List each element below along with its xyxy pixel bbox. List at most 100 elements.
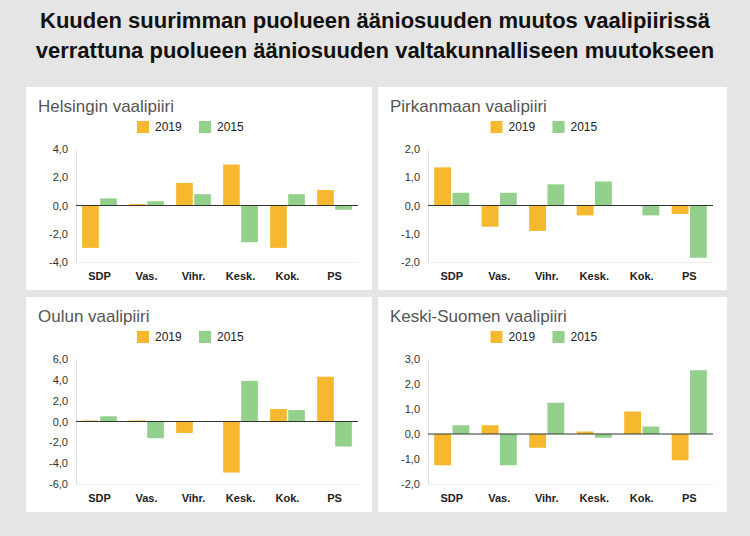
bar: [452, 193, 469, 206]
bar-series: [434, 167, 688, 231]
legend-swatch: [137, 121, 149, 133]
bar: [270, 409, 287, 422]
zero-line: [428, 205, 713, 206]
y-tick-label: 0,0: [405, 200, 420, 212]
title: verrattuna puolueen ääniosuuden valtakun…: [36, 38, 715, 63]
legend-swatch: [137, 331, 149, 343]
bar: [82, 206, 99, 248]
y-tick-label: 2,0: [53, 395, 68, 407]
y-tick-label: 4,0: [53, 374, 68, 386]
x-tick: Kesk.: [226, 484, 255, 504]
y-tick-label: -2,0: [401, 256, 420, 268]
x-tick-label: Kesk.: [580, 270, 609, 282]
bar-series: [82, 165, 334, 248]
y-tick: 4,0: [53, 143, 76, 155]
legend-swatch: [553, 331, 565, 343]
bar: [624, 412, 641, 435]
y-tick: 1,0: [405, 403, 428, 415]
x-tick-label: Kok.: [276, 492, 300, 504]
legend-item: 2019: [491, 120, 536, 134]
x-tick-label: SDP: [440, 492, 463, 504]
bar: [529, 434, 546, 448]
bar: [317, 190, 334, 206]
y-tick-label: -2,0: [401, 478, 420, 490]
bar: [241, 206, 258, 243]
y-tick-label: 4,0: [53, 143, 68, 155]
bar: [529, 206, 546, 231]
y-tick-label: 2,0: [405, 143, 420, 155]
x-axis-line: [429, 484, 714, 485]
y-tick: -2,0: [49, 436, 76, 448]
bar: [241, 381, 258, 422]
y-tick-label: -4,0: [49, 457, 68, 469]
bar: [500, 193, 517, 206]
bar: [434, 167, 451, 205]
y-tick: -2,0: [49, 228, 76, 240]
x-tick-label: PS: [682, 270, 697, 282]
y-tick: 2,0: [53, 171, 76, 183]
bar: [547, 184, 564, 205]
x-tick-label: SDP: [440, 270, 463, 282]
bar-series: [100, 194, 352, 242]
x-tick-label: Vas.: [135, 492, 157, 504]
y-tick-label: 2,0: [405, 378, 420, 390]
legend-item: 2015: [199, 120, 244, 134]
x-tick-label: Vihr.: [182, 270, 206, 282]
plot: 4,02,00,0-2,0-4,0SDPVas.Vihr.Kesk.Kok.PS: [49, 143, 358, 282]
bar: [147, 422, 164, 439]
bar: [482, 206, 499, 227]
bar: [452, 425, 469, 434]
legend-swatch: [491, 121, 503, 133]
x-tick: PS: [327, 484, 342, 504]
legend-item: 2019: [137, 330, 182, 344]
y-axis-line: [428, 360, 429, 485]
x-tick: Vihr.: [535, 262, 559, 282]
y-tick: 4,0: [53, 374, 76, 386]
y-tick: -4,0: [49, 256, 76, 268]
x-tick: PS: [682, 262, 697, 282]
y-tick-label: 6,0: [53, 353, 68, 365]
bar: [223, 165, 240, 206]
x-tick: Kesk.: [580, 484, 609, 504]
legend-swatch: [199, 121, 211, 133]
bar: [100, 416, 117, 421]
bar: [317, 377, 334, 422]
y-tick-label: -1,0: [401, 228, 420, 240]
x-tick-label: Vas.: [135, 270, 157, 282]
panel-background: [378, 297, 727, 512]
y-tick-label: -6,0: [49, 478, 68, 490]
x-tick-label: PS: [327, 492, 342, 504]
title: Kuuden suurimman puolueen ääniosuuden mu…: [40, 8, 711, 33]
bar: [577, 206, 594, 216]
legend-label: 2015: [217, 120, 244, 134]
panel-title: Keski-Suomen vaalipiiri: [390, 307, 567, 326]
zero-line: [76, 205, 358, 206]
bar: [595, 181, 612, 205]
legend-label: 2015: [571, 330, 598, 344]
x-tick: SDP: [88, 262, 111, 282]
bar: [288, 194, 305, 205]
x-tick: Kesk.: [580, 262, 609, 282]
y-tick-label: 1,0: [405, 403, 420, 415]
x-tick: Vas.: [488, 484, 510, 504]
y-tick-label: 0,0: [405, 428, 420, 440]
legend-item: 2015: [553, 330, 598, 344]
x-axis: SDPVas.Vihr.Kesk.Kok.PS: [77, 262, 359, 282]
x-tick: Kok.: [276, 262, 300, 282]
panel: Helsingin vaalipiiri4,02,00,0-2,0-4,0SDP…: [26, 87, 372, 290]
y-axis: 3,02,01,00,0-1,0-2,0: [401, 353, 428, 490]
x-tick-label: Vas.: [488, 270, 510, 282]
x-tick-label: Vihr.: [535, 270, 559, 282]
bar: [147, 201, 164, 205]
bar: [595, 434, 612, 438]
bar: [500, 434, 517, 465]
x-tick-label: SDP: [88, 270, 111, 282]
bar: [642, 206, 659, 216]
legend-label: 2019: [155, 330, 182, 344]
bar: [335, 206, 352, 210]
bar: [672, 434, 689, 460]
panel-title: Oulun vaalipiiri: [38, 307, 150, 326]
bars: [82, 165, 352, 248]
y-tick: 6,0: [53, 353, 76, 365]
x-tick: PS: [327, 262, 342, 282]
